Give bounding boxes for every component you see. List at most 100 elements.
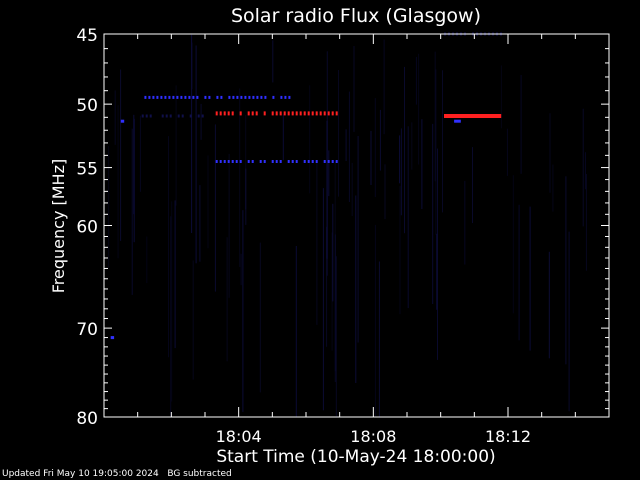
emission-mark	[335, 160, 338, 163]
emission-mark	[201, 114, 204, 118]
noise-streak	[353, 46, 355, 132]
noise-streak	[259, 242, 261, 393]
emission-mark	[303, 160, 306, 163]
noise-streak	[355, 195, 357, 383]
emission-mark	[216, 95, 219, 99]
emission-mark	[204, 95, 207, 99]
emission-mark	[148, 95, 151, 99]
y-tick-label: 60	[76, 218, 98, 238]
y-tick-label: 55	[76, 160, 98, 180]
noise-streak	[518, 204, 520, 341]
noise-streak	[379, 109, 381, 171]
y-axis: 45 50 55 60 70 80	[76, 26, 609, 429]
noise-streak	[322, 188, 324, 411]
emission-mark	[176, 95, 179, 99]
emission-mark	[251, 111, 254, 116]
emission-mark	[315, 111, 318, 116]
emission-mark	[327, 111, 330, 116]
emission-mark	[264, 95, 267, 99]
noise-streak	[174, 200, 176, 349]
plot-area	[104, 34, 609, 417]
noise-streak	[415, 56, 417, 105]
noise-streak	[207, 155, 209, 249]
noise-streak	[272, 40, 274, 83]
emission-mark	[208, 95, 211, 99]
noise-streak	[506, 128, 508, 176]
emission-mark	[263, 160, 266, 163]
noise-streak	[585, 174, 587, 271]
noise-streak	[332, 203, 334, 302]
emission-mark	[271, 111, 274, 116]
noise-streak	[326, 51, 328, 276]
emission-mark	[227, 111, 230, 116]
emission-mark	[215, 111, 218, 116]
emission-layer	[110, 32, 502, 340]
noise-streak	[245, 168, 247, 225]
x-tick-label: 18:08	[350, 427, 396, 446]
emission-mark	[228, 95, 231, 99]
noise-streak	[374, 224, 376, 417]
noise-streak	[411, 122, 413, 170]
noise-streak	[568, 231, 570, 412]
emission-mark	[256, 95, 259, 99]
emission-mark	[283, 111, 286, 116]
emission-mark	[232, 95, 235, 99]
emission-mark	[307, 111, 310, 116]
noise-streak	[370, 130, 372, 185]
noise-streak	[512, 175, 514, 314]
noise-streak	[117, 105, 119, 259]
noise-streak	[133, 114, 135, 215]
emission-mark	[219, 160, 222, 163]
emission-mark	[156, 95, 159, 99]
noise-streak	[565, 176, 567, 365]
noise-streak	[195, 45, 197, 264]
noise-streak	[131, 128, 133, 295]
noise-streak	[328, 150, 330, 197]
noise-streak	[168, 136, 169, 358]
noise-streak	[226, 237, 228, 362]
emission-mark	[192, 95, 195, 99]
emission-mark	[279, 111, 282, 116]
emission-mark	[239, 111, 242, 116]
noise-streak	[239, 88, 241, 268]
noise-streak	[399, 135, 401, 184]
emission-mark	[287, 111, 290, 116]
emission-mark	[331, 160, 334, 163]
noise-streak	[282, 114, 284, 161]
noise-streak	[114, 90, 116, 145]
emission-mark	[259, 160, 262, 163]
noise-streak	[548, 251, 550, 359]
emission-mark	[280, 95, 283, 99]
emission-mark	[271, 160, 274, 163]
noise-streak	[351, 162, 353, 216]
y-tick-label: 45	[76, 26, 98, 46]
emission-mark	[331, 111, 334, 116]
emission-mark	[184, 95, 187, 99]
noise-streak	[345, 129, 347, 161]
emission-mark	[197, 114, 200, 118]
emission-mark	[272, 95, 275, 99]
noise-streak	[435, 69, 437, 235]
noise-streak	[500, 65, 502, 129]
emission-mark	[220, 95, 223, 99]
x-axis: 18:04 18:08 18:12	[137, 34, 576, 446]
footer: Updated Fri May 10 19:05:00 2024 BG subt…	[2, 469, 232, 479]
emission-mark	[295, 111, 298, 116]
noise-streak	[240, 253, 242, 286]
emission-band	[454, 119, 461, 123]
noise-streak	[170, 216, 172, 417]
noise-streak	[228, 153, 230, 298]
emission-mark	[291, 160, 294, 163]
emission-mark	[284, 95, 287, 99]
noise-streak	[437, 148, 438, 360]
emission-mark	[315, 160, 318, 163]
emission-mark	[219, 111, 222, 116]
noise-streak	[584, 152, 586, 190]
noise-streak	[442, 70, 443, 213]
noise-streak	[335, 256, 337, 417]
noise-streak	[407, 126, 409, 309]
noise-streak	[316, 160, 318, 325]
emission-mark	[161, 114, 164, 118]
emission-mark	[327, 160, 330, 163]
